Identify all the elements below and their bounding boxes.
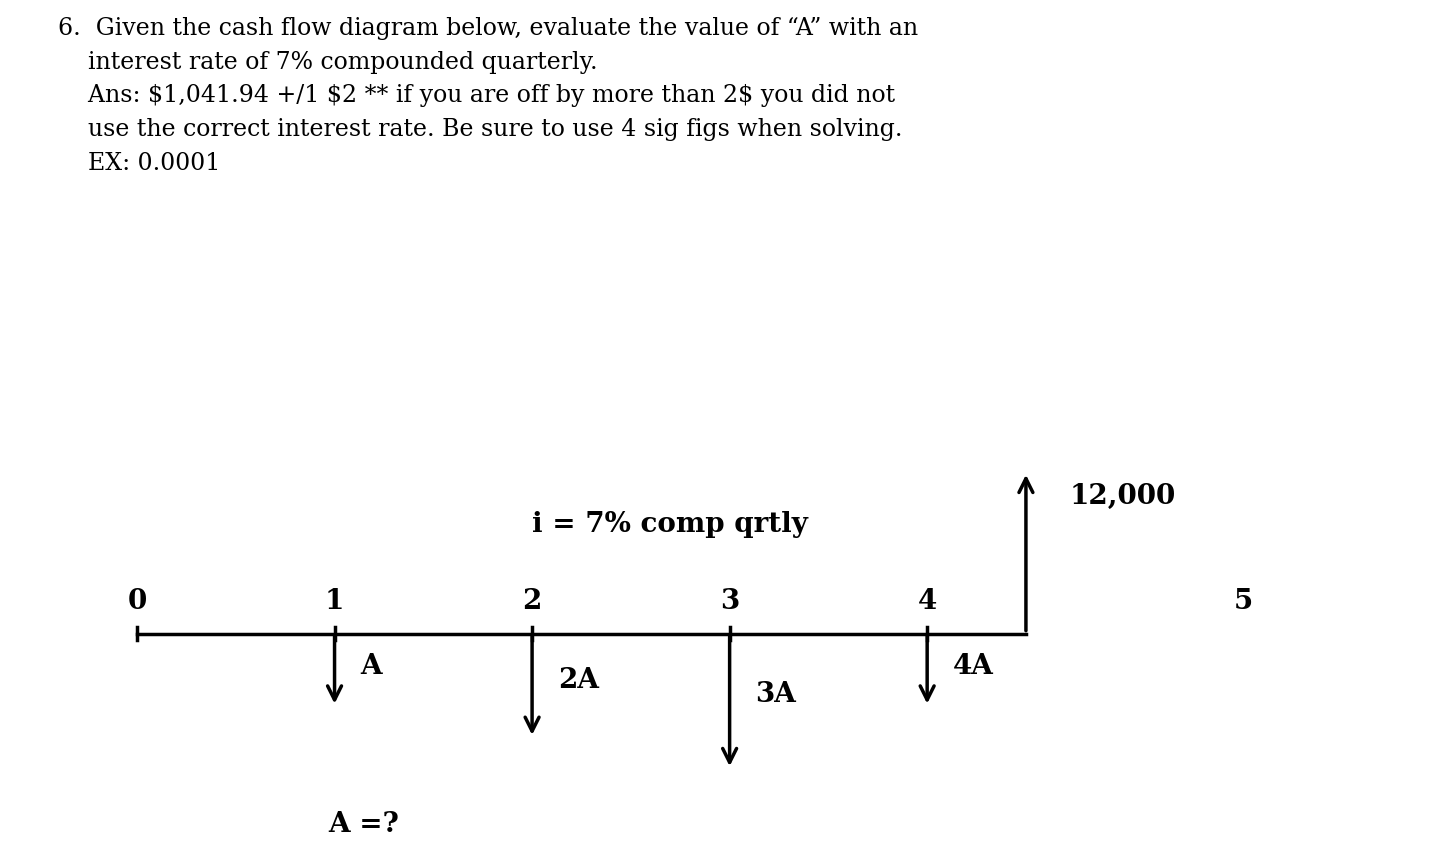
Text: i = 7% comp qrtly: i = 7% comp qrtly <box>532 510 808 537</box>
Text: A: A <box>360 653 381 679</box>
Text: 3A: 3A <box>755 681 796 708</box>
Text: 0: 0 <box>128 588 146 615</box>
Text: 12,000: 12,000 <box>1070 482 1176 509</box>
Text: 2: 2 <box>522 588 542 615</box>
Text: 5: 5 <box>1234 588 1253 615</box>
Text: 1: 1 <box>325 588 344 615</box>
Text: 2A: 2A <box>558 667 599 694</box>
Text: 4A: 4A <box>953 653 993 679</box>
Text: 4: 4 <box>918 588 937 615</box>
Text: 3: 3 <box>721 588 740 615</box>
Text: 6.  Given the cash flow diagram below, evaluate the value of “A” with an
    int: 6. Given the cash flow diagram below, ev… <box>58 17 918 175</box>
Text: A =?: A =? <box>329 811 400 838</box>
